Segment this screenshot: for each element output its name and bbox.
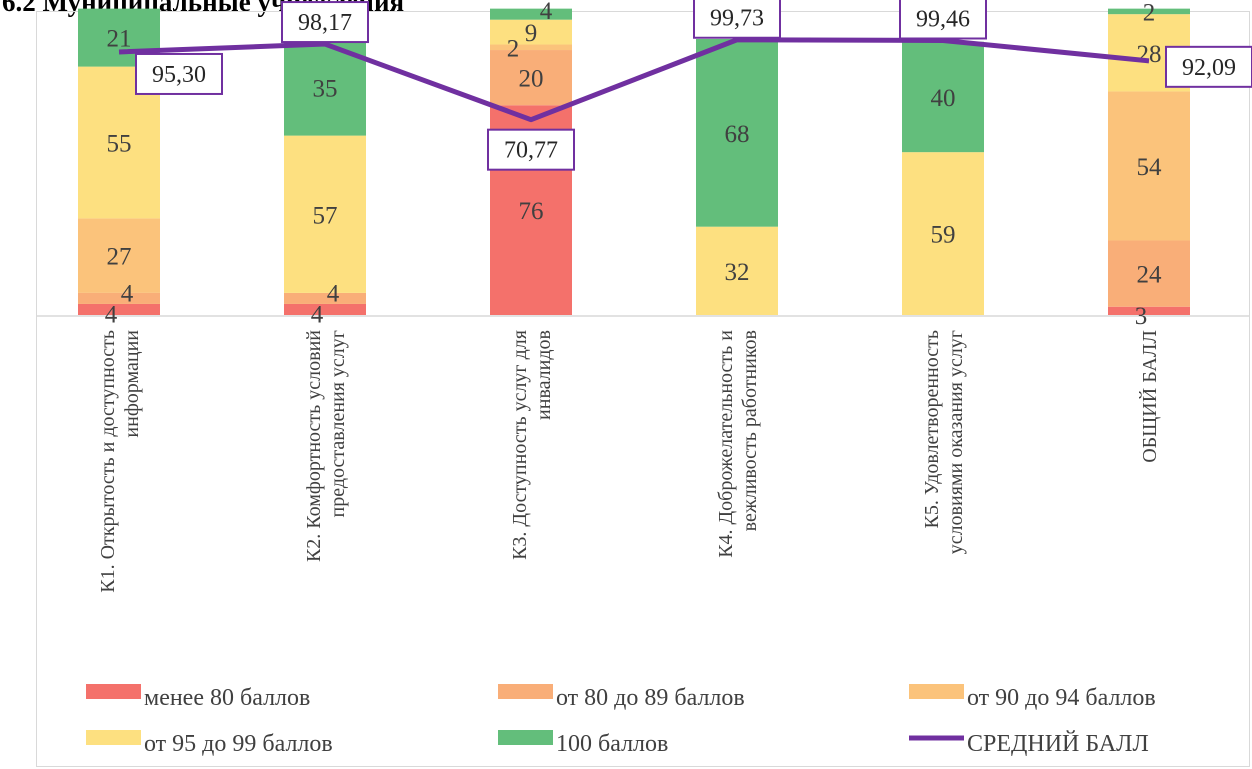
bar-segment	[78, 303, 160, 315]
average-label-box	[693, 0, 781, 39]
bar-segment	[284, 135, 366, 293]
segment-value-label: 3	[1135, 303, 1148, 330]
legend-swatch	[498, 730, 553, 745]
bar-segment	[696, 226, 778, 315]
bar-segment	[490, 44, 572, 51]
bar-segment	[1108, 240, 1190, 307]
segment-value-label: 20	[519, 66, 544, 93]
bar-segment	[1108, 91, 1190, 241]
legend-label: СРЕДНИЙ БАЛЛ	[967, 731, 1149, 757]
segment-value-label: 4	[311, 301, 324, 328]
category-label: вежливость работников	[739, 330, 761, 531]
category-label: К3. Доступность услуг для	[509, 330, 531, 560]
segment-value-label: 27	[107, 244, 132, 271]
segment-value-label: 68	[725, 121, 750, 148]
category-label: инвалидов	[533, 330, 555, 420]
segment-value-label: 4	[121, 280, 134, 307]
segment-value-label: 9	[525, 20, 538, 47]
legend-label: от 90 до 94 баллов	[967, 685, 1156, 711]
category-label: предоставления услуг	[327, 330, 349, 517]
category-label: К4. Доброжелательность и	[715, 330, 737, 558]
segment-value-label: 2	[507, 35, 520, 62]
average-value-label: 99,46	[916, 6, 970, 32]
category-label: К5. Удовлетворенность	[921, 330, 943, 528]
segment-value-label: 21	[107, 26, 132, 53]
chart-frame	[36, 11, 1250, 767]
average-label-box	[487, 128, 575, 171]
average-label-box	[1165, 45, 1252, 88]
legend-label: менее 80 баллов	[144, 685, 310, 711]
category-label: К1. Открытость и доступность	[97, 330, 119, 593]
legend-swatch	[498, 684, 553, 699]
bar-segment	[78, 292, 160, 304]
segment-value-label: 57	[313, 202, 338, 229]
average-label-box	[281, 1, 369, 44]
bar-segment	[78, 218, 160, 293]
bar-segment	[902, 41, 984, 153]
legend-swatch	[86, 684, 141, 699]
segment-value-label: 28	[1137, 41, 1162, 68]
segment-value-label: 76	[519, 198, 544, 225]
legend-swatch	[909, 684, 964, 699]
bar-segment	[490, 50, 572, 106]
segment-value-label: 54	[1137, 154, 1163, 181]
segment-value-label: 4	[105, 301, 118, 328]
segment-value-label: 35	[313, 75, 338, 102]
average-label-box	[899, 0, 987, 40]
segment-value-label: 2	[1143, 0, 1156, 26]
category-label: ОБЩИЙ БАЛЛ	[1138, 330, 1161, 463]
category-label: условиями оказания услуг	[945, 330, 967, 554]
bar-segment	[1108, 8, 1190, 15]
average-value-label: 95,30	[152, 62, 206, 88]
bar-segment	[490, 19, 572, 45]
bar-segment	[902, 152, 984, 315]
average-score-line	[118, 37, 1150, 123]
bar-segment	[284, 292, 366, 304]
segment-value-label: 4	[540, 0, 553, 25]
legend-label: от 80 до 89 баллов	[556, 685, 745, 711]
legend-label: от 95 до 99 баллов	[144, 731, 333, 757]
legend-swatch	[86, 730, 141, 745]
average-label-box	[135, 52, 223, 95]
segment-value-label: 4	[327, 280, 340, 307]
bar-segment	[696, 39, 778, 227]
legend-label: 100 баллов	[556, 731, 668, 757]
segment-value-label: 32	[725, 259, 750, 286]
average-value-label: 99,73	[710, 6, 764, 32]
segment-value-label: 55	[107, 131, 132, 158]
bar-segment	[490, 8, 572, 20]
segment-value-label: 24	[1137, 262, 1163, 289]
bar-segment	[284, 303, 366, 315]
average-value-label: 70,77	[504, 138, 558, 164]
bar-segment	[1108, 306, 1190, 315]
average-value-label: 92,09	[1182, 55, 1236, 81]
segment-value-label: 40	[931, 85, 956, 112]
segment-value-label: 59	[931, 222, 956, 249]
category-label: К2. Комфортность условий	[303, 330, 325, 562]
average-value-label: 98,17	[298, 10, 352, 36]
category-label: информации	[121, 330, 143, 438]
